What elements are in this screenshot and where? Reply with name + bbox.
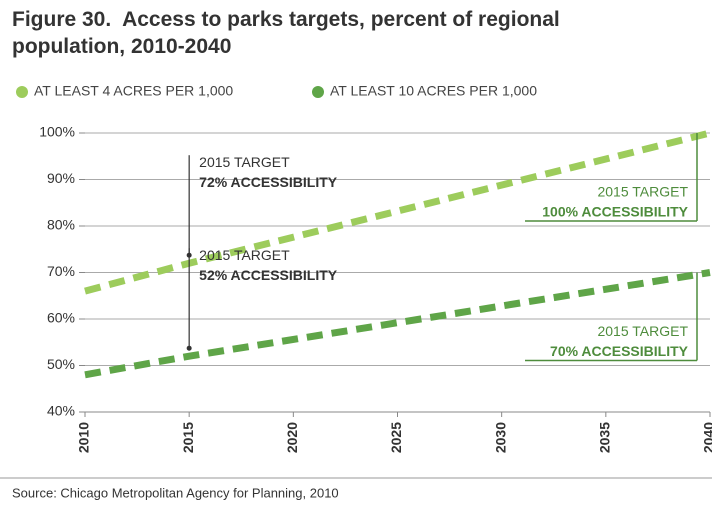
annotation-text: 52% ACCESSIBILITY: [199, 267, 338, 283]
y-tick-label: 40%: [47, 403, 75, 419]
annotation-text: 2015 TARGET: [199, 247, 290, 263]
y-tick-label: 90%: [47, 170, 75, 186]
legend-label: AT LEAST 4 ACRES PER 1,000: [34, 83, 233, 99]
y-tick-label: 60%: [47, 310, 75, 326]
y-tick-label: 50%: [47, 356, 75, 372]
x-tick-label: 2025: [388, 422, 404, 453]
annotation-text: 70% ACCESSIBILITY: [550, 343, 689, 359]
x-tick-label: 2015: [180, 422, 196, 453]
legend-marker: [312, 86, 324, 98]
annotation-text: 2015 TARGET: [597, 184, 688, 200]
annotation-text: 100% ACCESSIBILITY: [542, 204, 688, 220]
chart-title: Figure 30. Access to parks targets, perc…: [12, 8, 566, 58]
annotation-dot: [186, 345, 192, 351]
series-line: [84, 269, 711, 379]
legend-marker: [16, 86, 28, 98]
legend-label: AT LEAST 10 ACRES PER 1,000: [330, 83, 537, 99]
y-tick-label: 80%: [47, 217, 75, 233]
x-tick-label: 2020: [284, 422, 300, 453]
source: Source: Chicago Metropolitan Agency for …: [12, 485, 339, 500]
x-tick-label: 2010: [76, 422, 92, 453]
annotation-text: 2015 TARGET: [597, 323, 688, 339]
annotation-text: 2015 TARGET: [199, 154, 290, 170]
x-tick-label: 2035: [597, 422, 613, 453]
x-tick-label: 2040: [701, 422, 712, 453]
annotation-text: 72% ACCESSIBILITY: [199, 174, 338, 190]
y-tick-label: 100%: [39, 124, 75, 140]
y-tick-label: 70%: [47, 263, 75, 279]
x-tick-label: 2030: [492, 422, 508, 453]
